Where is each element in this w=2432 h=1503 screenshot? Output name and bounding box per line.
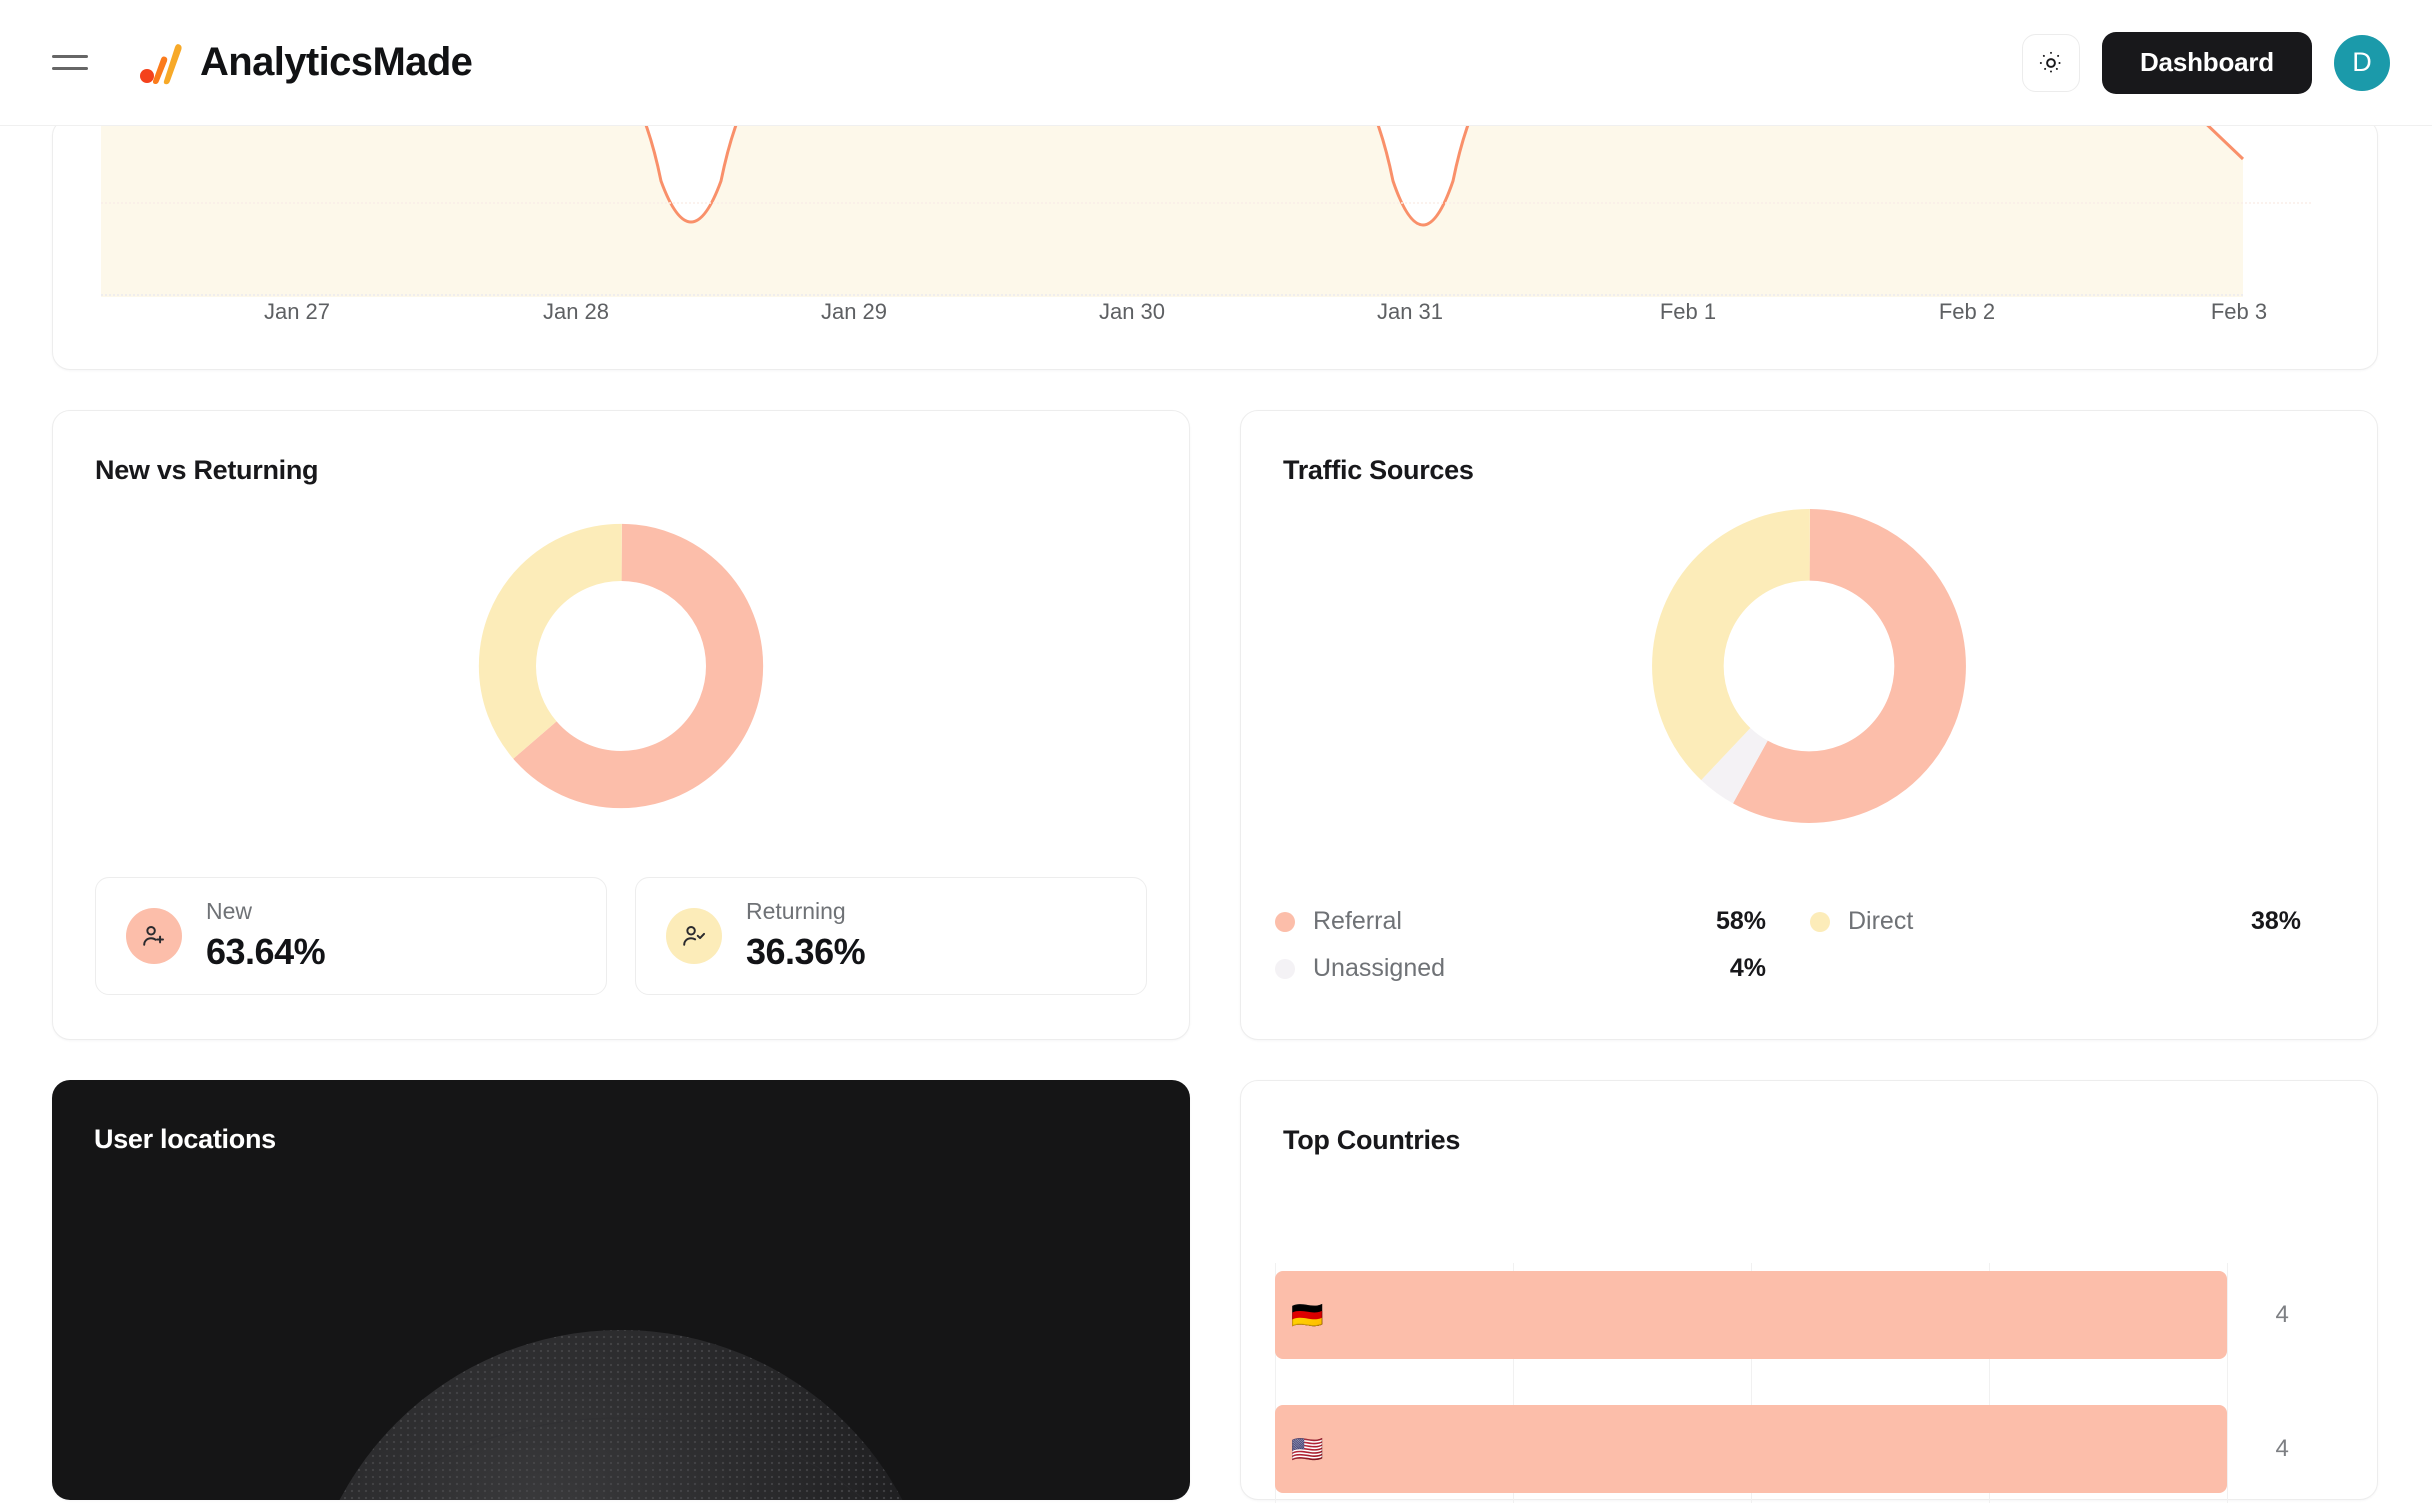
legend-color-dot <box>1810 911 1830 932</box>
axis-tick-label: Jan 29 <box>820 299 888 324</box>
table-row[interactable]: 🇺🇸 4 <box>1275 1405 2345 1493</box>
user-locations-card: User locations <box>52 1080 1190 1500</box>
hamburger-bar <box>52 67 88 70</box>
legend-item-empty <box>1810 954 2345 983</box>
chart-gridlines <box>1275 1263 2228 1503</box>
page-title: Top Countries <box>1283 1125 1461 1155</box>
hamburger-icon[interactable] <box>52 43 92 83</box>
stat-value: 63.64% <box>206 931 326 973</box>
new-vs-returning-stats: New 63.64% Returning 36.36% <box>95 877 1147 995</box>
trend-chart-card: Jan 27 Jan 28 Jan 29 Jan 30 Jan 31 Feb 1… <box>52 73 2379 370</box>
sun-icon[interactable] <box>2021 33 2080 92</box>
axis-tick-label: Jan 30 <box>1098 299 1166 324</box>
axis-tick-label: Jan 31 <box>1376 299 1444 324</box>
traffic-sources-card: Traffic Sources Referral 58% Direct 38% … <box>1240 410 2378 1040</box>
stat-card-returning[interactable]: Returning 36.36% <box>635 877 1147 995</box>
axis-tick-label: Feb 1 <box>1659 299 1717 324</box>
globe-visualization[interactable] <box>301 1328 941 1500</box>
traffic-sources-legend: Referral 58% Direct 38% Unassigned 4% <box>1275 907 2345 983</box>
app-header: AnalyticsMade Dashboard D <box>0 0 2432 126</box>
user-plus-icon <box>126 908 182 964</box>
new-vs-returning-donut <box>53 501 1189 831</box>
hamburger-bar <box>52 55 88 58</box>
bar-united-states[interactable]: 🇺🇸 <box>1275 1405 2228 1493</box>
legend-item-direct[interactable]: Direct 38% <box>1810 907 2345 936</box>
top-countries-bar-chart: 🇩🇪 4 🇺🇸 4 <box>1275 1263 2345 1503</box>
trend-x-axis: Jan 27 Jan 28 Jan 29 Jan 30 Jan 31 Feb 1… <box>101 299 2379 349</box>
flag-icon-germany: 🇩🇪 <box>1291 1300 1324 1330</box>
legend-label: Direct <box>1848 907 1914 935</box>
table-row[interactable]: 🇩🇪 4 <box>1275 1271 2345 1359</box>
legend-percent: 58% <box>1715 907 1766 935</box>
dashboard-button[interactable]: Dashboard <box>2101 31 2312 94</box>
legend-percent: 4% <box>1729 954 1766 982</box>
stat-label: New <box>206 897 253 924</box>
legend-item-referral[interactable]: Referral 58% <box>1275 907 1810 936</box>
bar-value: 4 <box>2275 1435 2289 1462</box>
brand[interactable]: AnalyticsMade <box>134 37 473 89</box>
legend-label: Unassigned <box>1313 954 1446 982</box>
axis-tick-label: Jan 28 <box>542 299 610 324</box>
bar-germany[interactable]: 🇩🇪 <box>1275 1271 2228 1359</box>
trend-area-chart <box>101 73 2311 297</box>
page-title: New vs Returning <box>95 455 319 485</box>
stat-value: 36.36% <box>746 931 866 973</box>
top-countries-card: Top Countries 🇩🇪 4 🇺🇸 4 <box>1240 1080 2378 1503</box>
axis-tick-label: Feb 2 <box>1938 299 1996 324</box>
brand-name: AnalyticsMade <box>200 40 473 84</box>
traffic-sources-donut <box>1241 493 2377 838</box>
header-actions: Dashboard D <box>2021 31 2390 94</box>
legend-item-unassigned[interactable]: Unassigned 4% <box>1275 954 1810 983</box>
user-check-icon <box>666 908 722 964</box>
legend-color-dot <box>1275 958 1295 979</box>
legend-percent: 38% <box>2250 907 2301 935</box>
legend-label: Referral <box>1313 907 1402 935</box>
page-title: User locations <box>94 1124 276 1154</box>
new-vs-returning-card: New vs Returning New 63.64% <box>52 410 1190 1040</box>
bar-value: 4 <box>2275 1301 2289 1328</box>
axis-tick-label: Jan 27 <box>263 299 331 324</box>
page-title: Traffic Sources <box>1283 455 1474 485</box>
stat-label: Returning <box>746 897 846 924</box>
avatar[interactable]: D <box>2334 34 2390 91</box>
axis-tick-label: Feb 3 <box>2210 299 2268 324</box>
legend-color-dot <box>1275 911 1295 932</box>
stat-card-new[interactable]: New 63.64% <box>95 877 607 995</box>
analytics-spark-logo-icon <box>134 37 186 89</box>
flag-icon-united-states: 🇺🇸 <box>1291 1434 1324 1464</box>
